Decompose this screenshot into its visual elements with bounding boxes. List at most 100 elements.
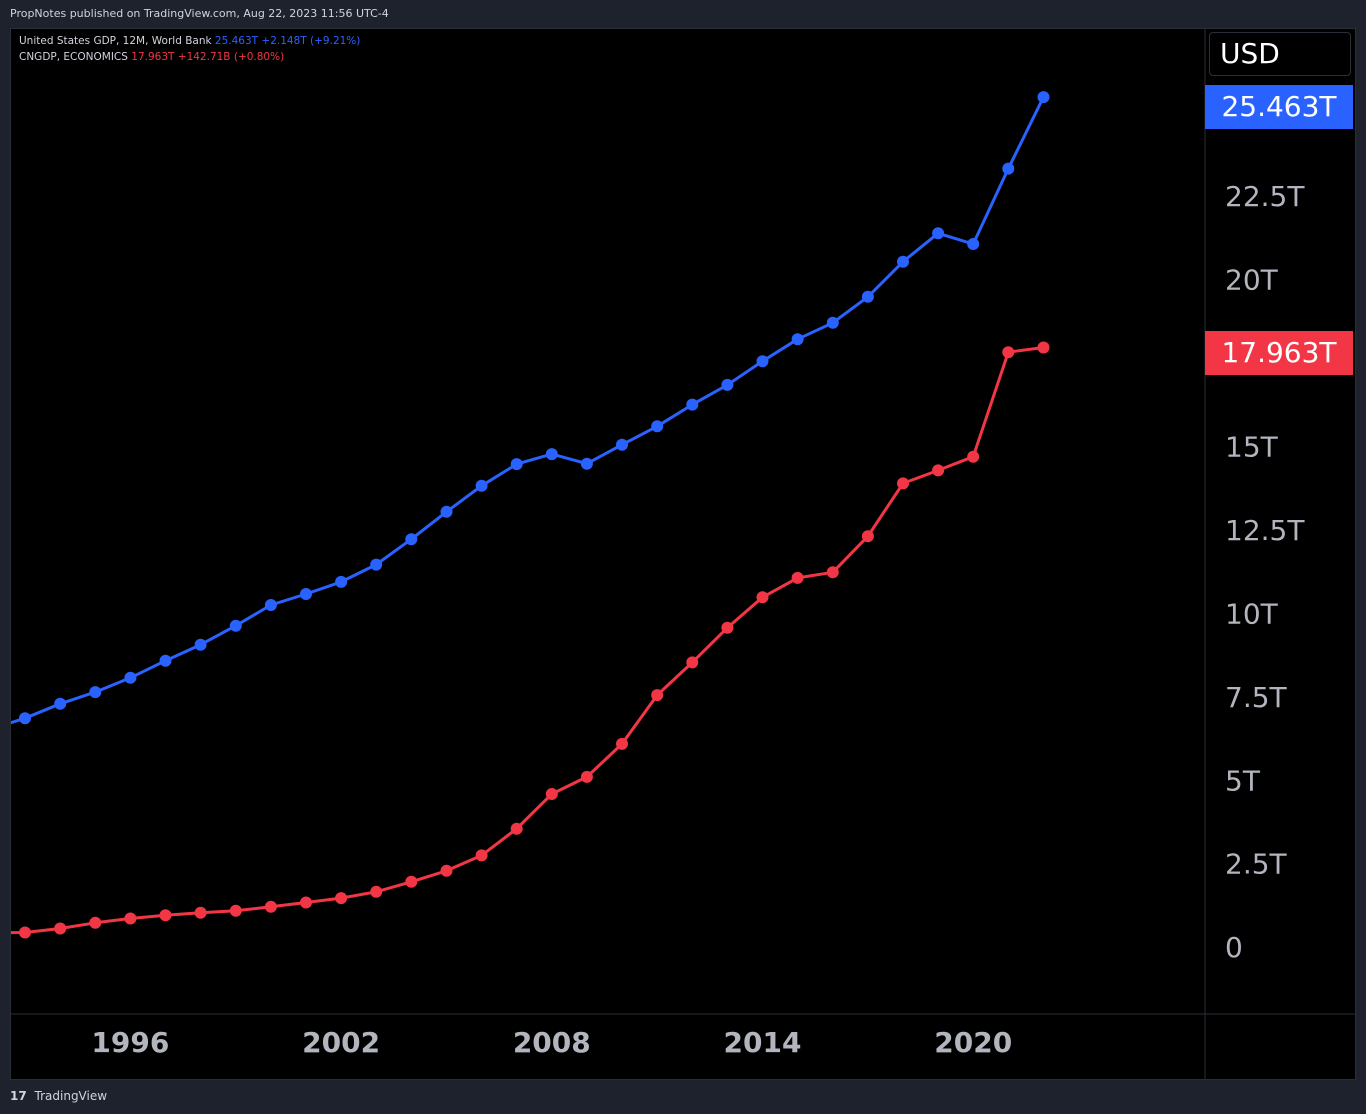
data-point[interactable] (19, 712, 31, 725)
data-point[interactable] (686, 656, 699, 669)
data-point[interactable] (616, 438, 628, 451)
data-point[interactable] (475, 849, 488, 862)
data-point[interactable] (897, 255, 909, 268)
data-point[interactable] (159, 909, 172, 922)
data-point[interactable] (405, 533, 418, 546)
data-point[interactable] (932, 464, 945, 477)
legend-us-gdp-name: United States GDP, 12M, World Bank (19, 35, 212, 47)
series-layer (11, 91, 1050, 939)
legend-us-gdp[interactable]: United States GDP, 12M, World Bank 25.46… (19, 35, 360, 47)
data-point[interactable] (194, 638, 207, 651)
publish-header: PropNotes published on TradingView.com, … (0, 0, 1366, 28)
series-us-gdp[interactable] (11, 91, 1050, 735)
legend-cn-gdp-change: +142.71B (+0.80%) (177, 51, 285, 63)
data-point[interactable] (335, 892, 348, 905)
data-point[interactable] (756, 591, 769, 604)
data-point[interactable] (194, 906, 207, 919)
data-point[interactable] (721, 621, 734, 634)
legend-us-gdp-change: +2.148T (+9.21%) (261, 35, 361, 47)
x-tick-label: 2014 (724, 1026, 802, 1059)
tradingview-logo-icon[interactable]: 17 (10, 1089, 27, 1103)
data-point[interactable] (686, 398, 699, 411)
data-point[interactable] (264, 599, 277, 611)
data-point[interactable] (229, 904, 242, 917)
x-tick-label: 1996 (91, 1026, 169, 1059)
data-point[interactable] (791, 333, 804, 346)
data-point[interactable] (721, 378, 734, 391)
data-point[interactable] (475, 479, 488, 492)
legend-us-gdp-value: 25.463T (214, 35, 259, 47)
y-tick-label: 22.5T (1225, 180, 1305, 213)
time-axis-ticks[interactable]: 1996 2002 2008 2014 2020 (91, 1026, 1012, 1059)
data-point[interactable] (651, 420, 664, 433)
data-point[interactable] (1037, 341, 1050, 354)
data-point[interactable] (580, 770, 593, 783)
price-label-cn: 17.963T (1205, 331, 1353, 375)
series-line[interactable] (11, 346, 1044, 935)
y-tick-label: 15T (1225, 430, 1279, 463)
data-point[interactable] (335, 575, 348, 588)
currency-button[interactable]: USD (1209, 32, 1351, 76)
legend-cn-gdp-value: 17.963T (131, 51, 175, 63)
data-point[interactable] (370, 558, 383, 571)
legend-cn-gdp-name: CNGDP, ECONOMICS (19, 51, 128, 63)
y-tick-label: 0 (1225, 931, 1243, 964)
data-point[interactable] (159, 654, 172, 667)
data-point[interactable] (300, 896, 312, 909)
y-tick-label: 12.5T (1225, 514, 1305, 547)
data-point[interactable] (651, 689, 664, 702)
data-point[interactable] (932, 227, 945, 240)
y-tick-label: 20T (1225, 263, 1279, 296)
data-point[interactable] (616, 737, 628, 750)
data-point[interactable] (897, 477, 909, 490)
data-point[interactable] (264, 900, 277, 913)
data-point[interactable] (300, 588, 312, 600)
data-point[interactable] (580, 457, 593, 470)
data-point[interactable] (826, 566, 839, 579)
data-point[interactable] (229, 619, 242, 632)
data-point[interactable] (861, 530, 874, 543)
data-point[interactable] (791, 571, 804, 584)
data-point[interactable] (370, 885, 383, 898)
price-label-us: 25.463T (1205, 85, 1353, 129)
data-point[interactable] (545, 788, 558, 800)
series-cn-gdp[interactable] (11, 341, 1050, 939)
x-tick-label: 2020 (934, 1026, 1012, 1059)
data-point[interactable] (861, 290, 874, 303)
data-point[interactable] (967, 238, 980, 250)
y-tick-label: 2.5T (1225, 848, 1288, 881)
data-point[interactable] (510, 458, 523, 471)
y-tick-label: 7.5T (1225, 681, 1288, 714)
y-tick-label: 5T (1225, 764, 1261, 797)
footer: 17 TradingView (0, 1080, 1366, 1114)
data-point[interactable] (510, 822, 523, 835)
data-point[interactable] (967, 450, 980, 463)
x-tick-label: 2008 (513, 1026, 591, 1059)
data-point[interactable] (545, 448, 558, 461)
footer-brand[interactable]: TradingView (34, 1089, 108, 1103)
data-point[interactable] (54, 697, 67, 710)
data-point[interactable] (1037, 91, 1050, 104)
data-point[interactable] (440, 864, 453, 877)
data-point[interactable] (826, 316, 839, 329)
y-tick-label: 10T (1225, 597, 1279, 630)
legend-cn-gdp[interactable]: CNGDP, ECONOMICS 17.963T +142.71B (+0.80… (19, 51, 284, 63)
data-point[interactable] (124, 912, 137, 925)
series-line[interactable] (11, 96, 1045, 729)
data-point[interactable] (405, 875, 418, 888)
pane-dividers (11, 29, 1355, 1079)
x-tick-label: 2002 (302, 1026, 380, 1059)
data-point[interactable] (756, 355, 769, 368)
data-point[interactable] (54, 922, 67, 935)
data-point[interactable] (19, 926, 31, 939)
data-point[interactable] (124, 671, 137, 684)
data-point[interactable] (440, 505, 453, 518)
data-point[interactable] (1002, 162, 1015, 175)
publish-header-text: PropNotes published on TradingView.com, … (10, 7, 389, 20)
data-point[interactable] (1002, 346, 1015, 359)
data-point[interactable] (89, 916, 102, 929)
data-point[interactable] (89, 686, 102, 699)
